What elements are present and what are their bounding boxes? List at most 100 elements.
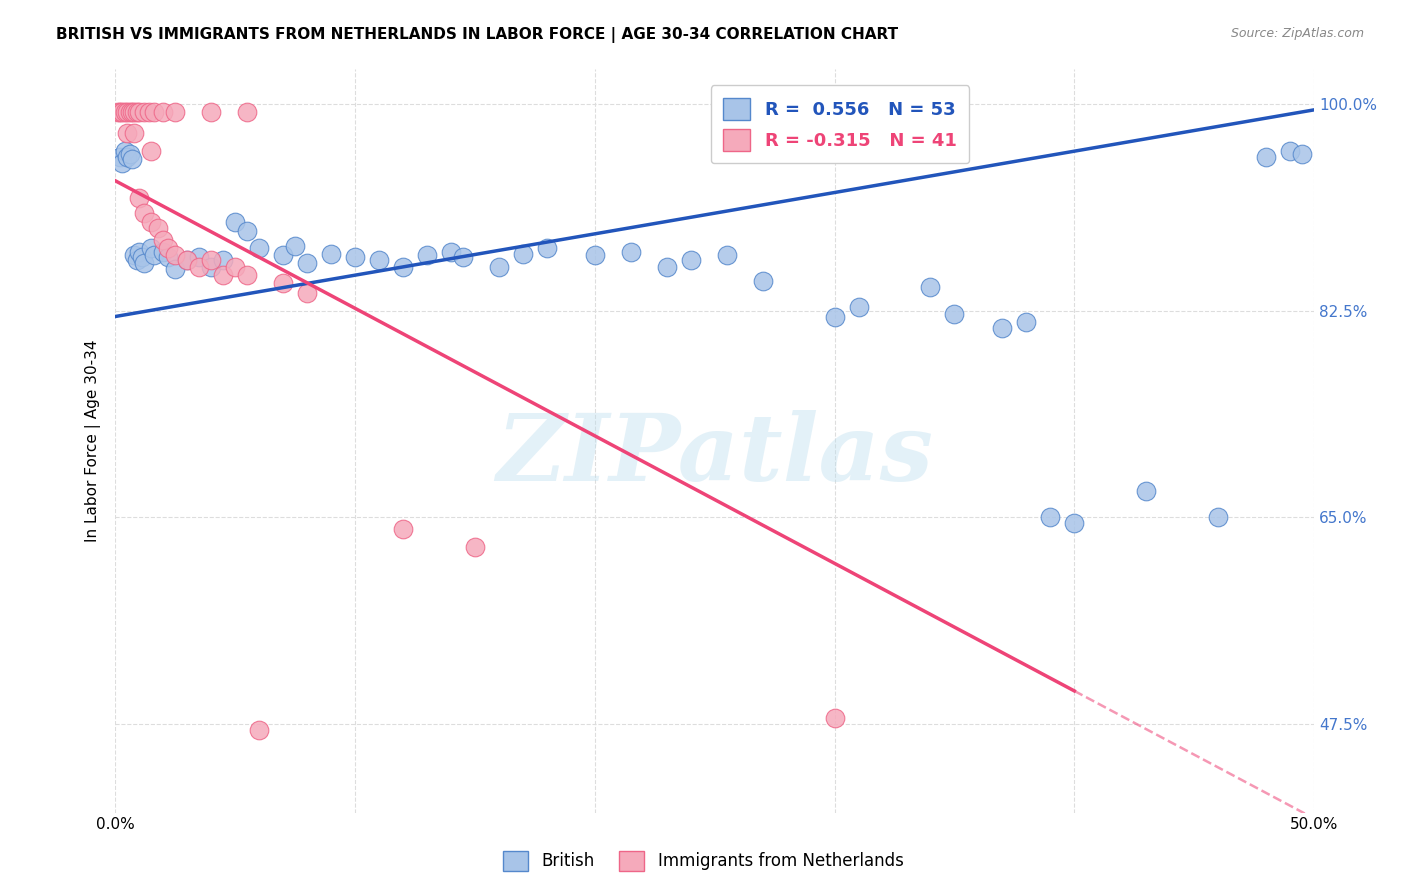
Point	[1015, 315, 1038, 329]
Point	[114, 105, 136, 120]
Point	[114, 144, 136, 158]
Point	[536, 241, 558, 255]
Point	[176, 252, 198, 267]
Point	[392, 522, 415, 536]
Point	[464, 540, 486, 554]
Point	[824, 711, 846, 725]
Point	[679, 252, 702, 267]
Point	[176, 252, 198, 267]
Text: BRITISH VS IMMIGRANTS FROM NETHERLANDS IN LABOR FORCE | AGE 30-34 CORRELATION CH: BRITISH VS IMMIGRANTS FROM NETHERLANDS I…	[56, 27, 898, 43]
Point	[212, 268, 235, 283]
Point	[152, 105, 174, 120]
Point	[132, 205, 155, 219]
Point	[121, 105, 143, 120]
Point	[125, 252, 148, 267]
Point	[751, 274, 773, 288]
Point	[512, 247, 534, 261]
Point	[416, 248, 439, 262]
Point	[224, 215, 246, 229]
Point	[156, 251, 179, 265]
Point	[148, 221, 170, 235]
Point	[138, 105, 160, 120]
Point	[200, 260, 222, 274]
Point	[131, 251, 153, 265]
Point	[128, 244, 150, 259]
Point	[200, 105, 222, 120]
Point	[295, 256, 318, 270]
Point	[620, 244, 643, 259]
Point	[128, 105, 150, 120]
Point	[271, 277, 294, 291]
Point	[1291, 146, 1313, 161]
Point	[991, 321, 1014, 335]
Point	[247, 723, 270, 737]
Point	[284, 238, 307, 252]
Point	[824, 310, 846, 324]
Point	[142, 105, 165, 120]
Point	[165, 105, 187, 120]
Point	[200, 252, 222, 267]
Point	[152, 244, 174, 259]
Point	[271, 248, 294, 262]
Point	[132, 256, 155, 270]
Point	[188, 260, 211, 274]
Point	[115, 150, 138, 164]
Point	[224, 260, 246, 274]
Point	[118, 105, 141, 120]
Point	[128, 191, 150, 205]
Point	[118, 146, 141, 161]
Point	[121, 153, 143, 167]
Point	[111, 156, 134, 170]
Point	[141, 144, 163, 158]
Point	[943, 307, 966, 321]
Point	[295, 285, 318, 300]
Point	[124, 127, 146, 141]
Point	[920, 280, 942, 294]
Point	[716, 248, 738, 262]
Point	[142, 248, 165, 262]
Point	[488, 260, 510, 274]
Point	[1206, 510, 1229, 524]
Point	[141, 215, 163, 229]
Text: Source: ZipAtlas.com: Source: ZipAtlas.com	[1230, 27, 1364, 40]
Point	[111, 105, 134, 120]
Point	[115, 105, 138, 120]
Point	[583, 248, 606, 262]
Y-axis label: In Labor Force | Age 30-34: In Labor Force | Age 30-34	[86, 339, 101, 541]
Point	[1256, 150, 1278, 164]
Point	[165, 248, 187, 262]
Point	[212, 252, 235, 267]
Point	[132, 105, 155, 120]
Point	[392, 260, 415, 274]
Point	[319, 247, 342, 261]
Legend: R =  0.556   N = 53, R = -0.315   N = 41: R = 0.556 N = 53, R = -0.315 N = 41	[710, 85, 969, 163]
Point	[236, 268, 259, 283]
Point	[236, 225, 259, 239]
Point	[440, 244, 463, 259]
Point	[1039, 510, 1062, 524]
Point	[848, 300, 870, 314]
Point	[108, 150, 131, 164]
Point	[247, 241, 270, 255]
Point	[451, 251, 474, 265]
Point	[125, 105, 148, 120]
Point	[188, 251, 211, 265]
Point	[152, 233, 174, 247]
Point	[141, 241, 163, 255]
Legend: British, Immigrants from Netherlands: British, Immigrants from Netherlands	[495, 842, 911, 880]
Point	[1279, 144, 1302, 158]
Point	[115, 127, 138, 141]
Point	[1135, 484, 1157, 499]
Point	[107, 105, 129, 120]
Text: ZIPatlas: ZIPatlas	[496, 410, 934, 500]
Point	[165, 262, 187, 277]
Point	[343, 251, 366, 265]
Point	[156, 241, 179, 255]
Point	[124, 105, 146, 120]
Point	[368, 252, 391, 267]
Point	[124, 248, 146, 262]
Point	[108, 105, 131, 120]
Point	[655, 260, 678, 274]
Point	[236, 105, 259, 120]
Point	[1063, 516, 1085, 531]
